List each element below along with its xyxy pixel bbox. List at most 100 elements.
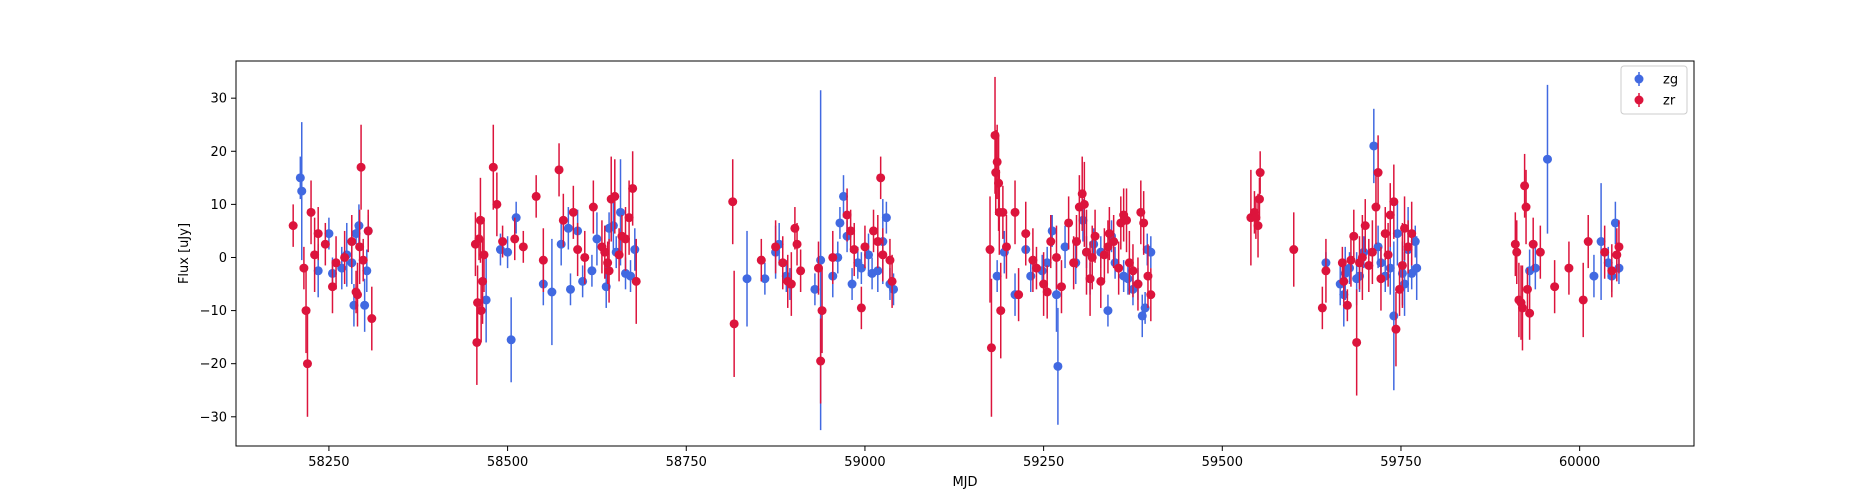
data-point — [1583, 237, 1593, 247]
data-point — [1610, 218, 1620, 228]
data-point — [816, 356, 826, 366]
data-point — [624, 213, 634, 223]
data-point — [835, 218, 845, 228]
data-point — [1104, 229, 1114, 239]
data-point — [728, 197, 738, 207]
data-point — [327, 282, 337, 292]
data-point — [355, 242, 365, 252]
legend-marker — [1634, 74, 1644, 84]
data-point — [610, 191, 620, 201]
data-point — [288, 221, 298, 231]
data-point — [479, 250, 489, 260]
data-point — [476, 306, 486, 316]
data-point — [506, 335, 516, 345]
data-point — [828, 252, 838, 262]
data-point — [992, 157, 1002, 167]
data-point — [846, 226, 856, 236]
y-tick-label: 10 — [210, 198, 227, 213]
data-point — [1099, 250, 1109, 260]
data-point — [1392, 229, 1402, 239]
data-point — [1520, 181, 1530, 191]
x-tick-label: 58750 — [666, 455, 707, 470]
data-point — [873, 266, 883, 276]
data-point — [1042, 287, 1052, 297]
x-tick-label: 60000 — [1559, 455, 1600, 470]
data-point — [1133, 279, 1143, 289]
data-point — [511, 213, 521, 223]
data-point — [1089, 239, 1099, 249]
data-point — [817, 306, 827, 316]
y-tick-label: −20 — [200, 357, 227, 372]
y-axis: −30 −20 −10 0 10 20 30 — [200, 92, 236, 425]
data-point — [603, 258, 613, 268]
data-point — [996, 306, 1006, 316]
data-point — [1371, 202, 1381, 212]
data-point — [563, 223, 573, 233]
data-point — [986, 343, 996, 353]
data-point — [864, 250, 874, 260]
data-point — [573, 245, 583, 255]
data-point — [1085, 274, 1095, 284]
data-point — [1071, 237, 1081, 247]
data-point — [503, 247, 513, 257]
data-point — [1530, 263, 1540, 273]
data-point — [1373, 168, 1383, 178]
data-point — [1403, 242, 1413, 252]
data-point — [1014, 290, 1024, 300]
data-point — [1124, 258, 1134, 268]
data-point — [842, 210, 852, 220]
data-point — [856, 263, 866, 273]
data-point — [1360, 221, 1370, 231]
data-point — [313, 229, 323, 239]
data-point — [306, 207, 316, 217]
x-tick-label: 59750 — [1380, 455, 1421, 470]
data-point — [1001, 242, 1011, 252]
data-point — [786, 279, 796, 289]
series-zg — [295, 84, 1624, 431]
data-point — [1053, 361, 1063, 371]
data-point — [628, 183, 638, 193]
data-point — [839, 191, 848, 201]
data-point — [616, 207, 626, 217]
data-point — [1410, 237, 1420, 247]
x-axis-label: MJD — [952, 475, 977, 490]
data-point — [474, 234, 484, 244]
data-point — [1407, 229, 1417, 239]
data-point — [729, 319, 739, 329]
data-point — [1589, 271, 1599, 281]
data-point — [301, 306, 311, 316]
data-point — [849, 245, 859, 255]
data-point — [1103, 242, 1113, 252]
data-point — [588, 202, 598, 212]
data-point — [881, 213, 891, 223]
data-point — [878, 250, 888, 260]
data-point — [1339, 276, 1349, 286]
y-axis-label: Flux [uJy] — [177, 223, 192, 284]
data-point — [1510, 239, 1520, 249]
data-point — [790, 223, 800, 233]
data-point — [531, 191, 541, 201]
y-tick-label: −10 — [200, 304, 227, 319]
x-tick-label: 59000 — [844, 455, 885, 470]
data-point — [1542, 154, 1552, 164]
data-point — [331, 258, 341, 268]
x-axis: 58250 58500 58750 59000 59250 59500 59750 60000 — [308, 446, 1600, 470]
data-point — [1389, 311, 1399, 321]
data-point — [498, 237, 508, 247]
data-point — [578, 276, 588, 286]
data-point — [1077, 189, 1087, 199]
data-point — [592, 234, 602, 244]
data-point — [873, 237, 883, 247]
data-point — [1357, 252, 1367, 262]
data-point — [1103, 306, 1113, 316]
data-point — [356, 162, 366, 172]
data-point — [362, 266, 372, 276]
data-point — [810, 284, 820, 294]
data-point — [1578, 295, 1588, 305]
data-point — [340, 252, 350, 262]
data-point — [608, 221, 618, 231]
data-point — [621, 234, 631, 244]
data-point — [1109, 237, 1119, 247]
data-point — [1528, 239, 1538, 249]
